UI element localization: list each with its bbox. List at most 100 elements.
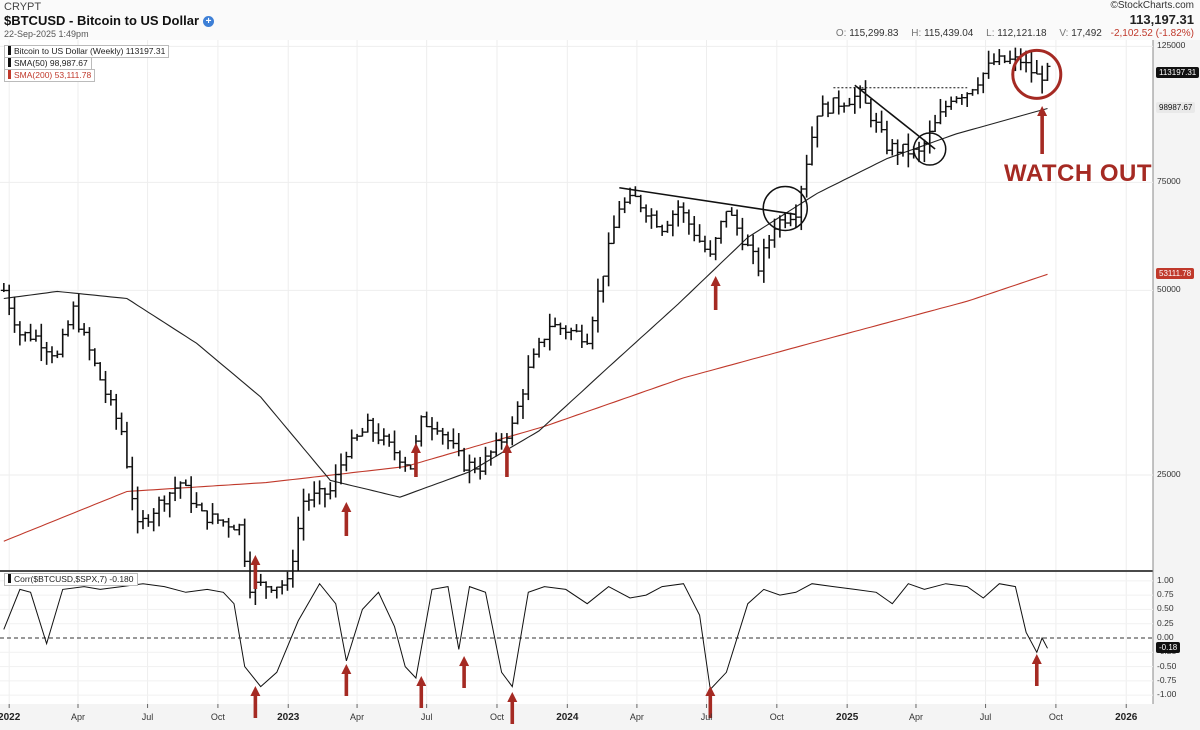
add-icon[interactable]: + — [203, 16, 215, 27]
falling-trendline — [854, 84, 936, 150]
resistance-trendline — [619, 186, 797, 216]
x-tick-label: 2024 — [556, 712, 579, 723]
price-arrow-shaft — [713, 284, 718, 310]
price-tag: 113197.31 — [1156, 66, 1200, 78]
legend-sma200-text: SMA(200) 53,111.78 — [14, 70, 92, 80]
price-arrow-head — [710, 276, 721, 286]
x-tick-label: Apr — [908, 712, 923, 722]
price-arrow-shaft — [253, 563, 258, 589]
corr-tick-label: 0.00 — [1157, 632, 1174, 642]
corr-arrow — [507, 692, 518, 724]
price-arrow — [501, 443, 512, 477]
x-tick-label: 2022 — [0, 712, 21, 723]
price-arrow-shaft — [414, 451, 418, 477]
corr-arrow — [1031, 654, 1042, 686]
price-arrow — [710, 276, 721, 310]
legend-corr-text: Corr($BTCUSD,$SPX,7) -0.180 — [14, 574, 134, 584]
price-arrow-head — [410, 443, 421, 453]
legend-swatch-corr — [8, 574, 11, 583]
correlation-line — [3, 582, 1048, 691]
open-value: 115,299.83 — [849, 28, 899, 39]
y-tick-label: 75000 — [1157, 176, 1181, 187]
price-panel-bg — [0, 40, 1153, 570]
y-tick-label: 50000 — [1157, 284, 1181, 295]
ohlc-bar — [1044, 62, 1051, 81]
legend-swatch-sma50 — [8, 58, 11, 67]
corr-arrow-head — [341, 664, 352, 674]
brand-label[interactable]: ©StockCharts.com — [1110, 0, 1194, 11]
corr-tick-label: 0.75 — [1157, 589, 1174, 600]
corr-arrow-shaft — [462, 664, 466, 688]
corr-tick-label: 1.00 — [1157, 574, 1174, 585]
x-tick-label: Oct — [769, 712, 784, 722]
corr-arrow-shaft — [419, 684, 424, 708]
corr-tick-label: 0.25 — [1157, 617, 1174, 628]
low-value: 112,121.18 — [997, 28, 1047, 39]
corr-arrow-shaft — [708, 694, 713, 718]
corr-arrow-shaft — [1034, 662, 1039, 686]
watch-arrow-shaft — [1040, 114, 1044, 154]
price-arrow-head — [250, 555, 261, 565]
legend-main-text: Bitcoin to US Dollar (Weekly) 113197.31 — [14, 46, 166, 56]
price-arrow — [250, 555, 261, 589]
price-arrow-head — [341, 502, 352, 512]
corr-tick-label: -0.75 — [1157, 674, 1177, 685]
watch-circle — [1011, 48, 1063, 100]
watch-out-annotation: WATCH OUT — [1004, 160, 1153, 187]
price-arrow — [410, 443, 421, 477]
price-arrow — [341, 502, 352, 536]
y-tick-label: 25000 — [1157, 468, 1181, 479]
corr-tick-label: -0.50 — [1157, 660, 1177, 671]
corr-tick-label: 0.50 — [1157, 603, 1174, 614]
watch-arrow-head — [1037, 106, 1048, 116]
ohlc-readout: O: 115,299.83 H: 115,439.04 L: 112,121.1… — [826, 28, 1194, 39]
corr-tick-label: -1.00 — [1157, 689, 1177, 700]
x-tick-label: Jul — [979, 712, 992, 722]
x-tick-label: 2023 — [277, 712, 300, 723]
x-tick-label: Oct — [489, 712, 504, 722]
corr-arrow — [250, 686, 261, 718]
x-tick-label: Oct — [210, 712, 225, 722]
legend-corr: Corr($BTCUSD,$SPX,7) -0.180 — [4, 573, 138, 586]
corr-arrow — [459, 656, 470, 688]
ticker-text: $BTCUSD - Bitcoin to US Dollar — [4, 13, 200, 28]
x-tick-label: 2025 — [836, 712, 859, 723]
header: CRYPT $BTCUSD - Bitcoin to US Dollar + 22… — [0, 0, 1200, 40]
chart-datetime: 22-Sep-2025 1:49pm — [4, 29, 89, 39]
ticker-title[interactable]: $BTCUSD - Bitcoin to US Dollar + — [4, 13, 215, 28]
exchange-label: CRYPT — [4, 1, 42, 13]
price-arrow-shaft — [344, 510, 349, 536]
change-value: -2,102.52 (-1.82%) — [1110, 28, 1194, 39]
open-label: O: — [835, 28, 847, 39]
low-label: L: — [986, 28, 995, 39]
volume-label: V: — [1059, 28, 1069, 39]
legend-sma50-text: SMA(50) 98,987.67 — [14, 58, 88, 68]
x-tick-label: Jul — [700, 712, 713, 722]
watch-arrow — [1037, 106, 1048, 154]
x-tick-label: 2026 — [1115, 712, 1138, 723]
price-arrow-shaft — [505, 451, 509, 477]
legend-sma200: SMA(200) 53,111.78 — [4, 69, 96, 82]
last-price: 113,197.31 — [1129, 12, 1194, 27]
corr-arrow-shaft — [253, 694, 258, 718]
price-tag: 98987.67 — [1156, 102, 1196, 114]
corr-arrow — [341, 664, 352, 696]
x-tick-label: Jul — [420, 712, 433, 722]
high-value: 115,439.04 — [924, 28, 974, 39]
x-tick-label: Apr — [629, 712, 644, 722]
x-tick-label: Apr — [350, 712, 365, 722]
corr-arrow — [416, 676, 427, 708]
x-tick-label: Apr — [70, 712, 85, 722]
breakout-circle — [762, 185, 808, 232]
legend-swatch-sma200 — [8, 70, 11, 79]
volume-value: 17,492 — [1071, 28, 1102, 39]
corr-value-tag: -0.18 — [1156, 642, 1181, 654]
y-tick-label: 125000 — [1157, 40, 1186, 51]
x-tick-label: Jul — [141, 712, 154, 722]
high-label: H: — [911, 28, 922, 39]
corr-arrow-head — [250, 686, 261, 696]
corr-arrow — [705, 686, 716, 718]
corr-arrow-head — [416, 676, 427, 686]
legend-swatch-price — [8, 46, 11, 55]
